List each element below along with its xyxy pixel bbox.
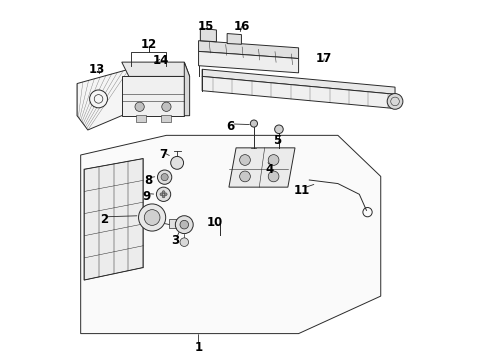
Circle shape bbox=[156, 187, 171, 202]
Bar bbox=[169, 219, 180, 228]
Text: 2: 2 bbox=[100, 213, 108, 226]
Polygon shape bbox=[227, 33, 242, 44]
Text: 16: 16 bbox=[233, 20, 249, 33]
Text: 6: 6 bbox=[226, 120, 235, 133]
Circle shape bbox=[161, 174, 168, 181]
Polygon shape bbox=[198, 51, 298, 73]
Text: 9: 9 bbox=[143, 190, 151, 203]
Circle shape bbox=[135, 102, 144, 111]
Text: 8: 8 bbox=[145, 174, 153, 186]
Polygon shape bbox=[200, 28, 217, 42]
Text: 7: 7 bbox=[159, 148, 167, 162]
Circle shape bbox=[139, 204, 166, 231]
Circle shape bbox=[164, 193, 167, 196]
Polygon shape bbox=[84, 158, 143, 280]
Circle shape bbox=[162, 102, 171, 111]
Circle shape bbox=[180, 238, 189, 247]
Text: 14: 14 bbox=[153, 54, 169, 67]
Text: 10: 10 bbox=[206, 216, 223, 229]
Text: 11: 11 bbox=[294, 184, 310, 197]
Circle shape bbox=[171, 157, 184, 169]
Polygon shape bbox=[202, 69, 395, 94]
Bar bbox=[136, 114, 146, 122]
Polygon shape bbox=[122, 76, 184, 116]
Text: 1: 1 bbox=[195, 341, 203, 354]
Circle shape bbox=[157, 170, 172, 184]
Polygon shape bbox=[77, 69, 134, 130]
Circle shape bbox=[250, 120, 258, 127]
Text: 5: 5 bbox=[273, 134, 281, 147]
Polygon shape bbox=[184, 62, 190, 116]
Polygon shape bbox=[122, 62, 190, 76]
Polygon shape bbox=[202, 76, 395, 109]
Text: 3: 3 bbox=[172, 234, 179, 247]
Circle shape bbox=[240, 171, 250, 182]
Text: 17: 17 bbox=[316, 52, 332, 65]
Circle shape bbox=[160, 193, 163, 196]
Circle shape bbox=[275, 125, 283, 134]
Circle shape bbox=[162, 195, 165, 198]
Circle shape bbox=[175, 216, 193, 234]
Polygon shape bbox=[198, 41, 298, 59]
Circle shape bbox=[240, 155, 250, 165]
Text: 13: 13 bbox=[89, 63, 105, 76]
Circle shape bbox=[387, 94, 403, 109]
Polygon shape bbox=[81, 135, 381, 334]
Circle shape bbox=[268, 171, 279, 182]
Circle shape bbox=[180, 220, 189, 229]
Text: 4: 4 bbox=[266, 163, 274, 176]
Circle shape bbox=[90, 90, 107, 108]
Text: 15: 15 bbox=[197, 20, 214, 33]
Bar bbox=[161, 114, 171, 122]
Circle shape bbox=[268, 155, 279, 165]
Circle shape bbox=[162, 191, 165, 194]
Circle shape bbox=[144, 210, 160, 225]
Text: 12: 12 bbox=[141, 38, 157, 51]
Polygon shape bbox=[229, 148, 295, 187]
